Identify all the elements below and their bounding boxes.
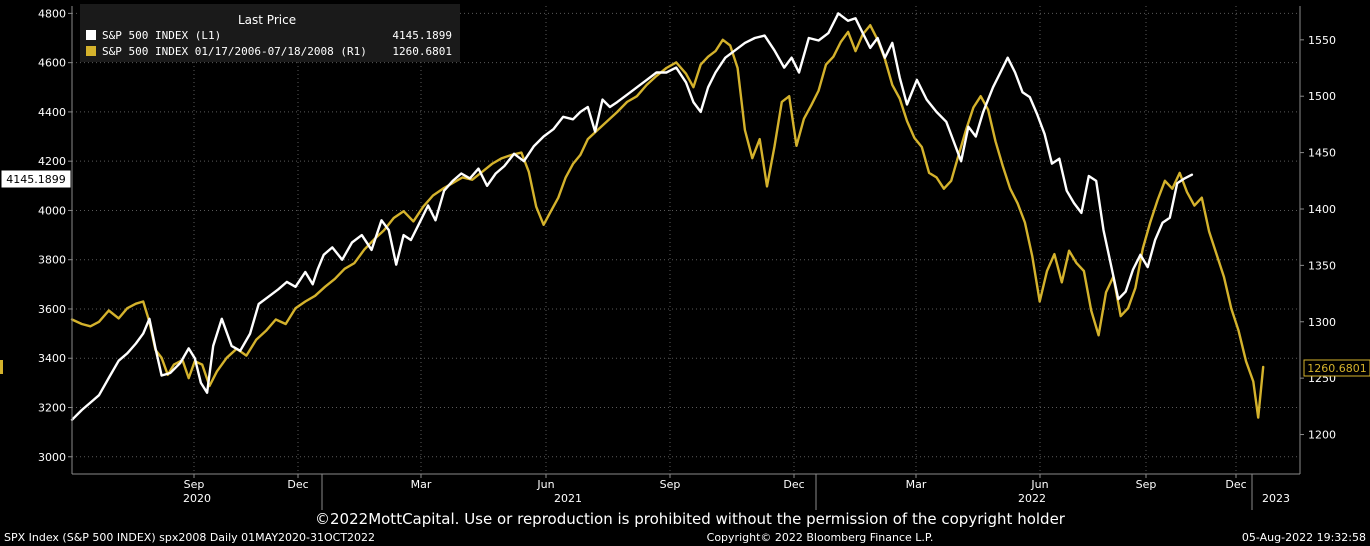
left-tick-label: 3000 xyxy=(38,451,66,464)
x-year-label: 2022 xyxy=(1018,492,1046,505)
right-tick-label: 1450 xyxy=(1308,147,1336,160)
left-tick-label: 4200 xyxy=(38,155,66,168)
x-month-label: Mar xyxy=(411,478,432,491)
legend-entry-r1-label: S&P 500 INDEX 01/17/2006-07/18/2008 (R1) xyxy=(102,45,367,58)
x-month-label: Sep xyxy=(184,478,205,491)
series-lines xyxy=(70,12,1265,421)
footer-right-info: 05-Aug-2022 19:32:58 xyxy=(1242,531,1366,544)
left-axis-ticks: 3000 3200 3400 3600 3800 4000 4200 4400 4600 4800 xyxy=(38,7,72,464)
series-line-l1 xyxy=(70,12,1194,421)
right-tick-label: 1200 xyxy=(1308,429,1336,442)
right-last-value-tag: 1260.6801 xyxy=(1303,359,1370,377)
footer-center-info: Copyright© 2022 Bloomberg Finance L.P. xyxy=(707,531,934,544)
x-month-label: Sep xyxy=(1136,478,1157,491)
right-tick-label: 1300 xyxy=(1308,316,1336,329)
left-tick-label: 4600 xyxy=(38,57,66,70)
x-year-label: 2020 xyxy=(183,492,211,505)
legend-entry-l1-value: 4145.1899 xyxy=(392,29,452,42)
left-tick-label: 4400 xyxy=(38,106,66,119)
left-tick-label: 3200 xyxy=(38,401,66,414)
x-month-label: Mar xyxy=(906,478,927,491)
legend-entry-l1-label: S&P 500 INDEX (L1) xyxy=(102,29,221,42)
x-month-label: Sep xyxy=(660,478,681,491)
left-last-value-box xyxy=(1,170,71,188)
x-month-label: Jun xyxy=(536,478,554,491)
x-month-label: Dec xyxy=(783,478,804,491)
left-tick-label: 4800 xyxy=(38,7,66,20)
left-edge-marker xyxy=(0,360,3,374)
right-tick-label: 1500 xyxy=(1308,90,1336,103)
left-last-value-tag: 4145.1899 xyxy=(1,170,71,188)
footer-left-info: SPX Index (S&P 500 INDEX) spx2008 Daily … xyxy=(4,531,375,544)
right-tick-label: 1550 xyxy=(1308,34,1336,47)
legend-title: Last Price xyxy=(238,13,296,27)
legend-swatch-l1 xyxy=(86,30,96,40)
legend-background xyxy=(80,4,460,62)
left-tick-label: 3800 xyxy=(38,254,66,267)
legend-swatch-r1 xyxy=(86,46,96,56)
left-tick-label: 3600 xyxy=(38,303,66,316)
x-axis-ticks: Sep Dec Mar Jun Sep Dec Mar Jun Sep Dec 2020 2021 20… xyxy=(183,474,1290,510)
x-month-label: Jun xyxy=(1030,478,1048,491)
left-tick-label: 3400 xyxy=(38,352,66,365)
legend-entry-r1-value: 1260.6801 xyxy=(392,45,452,58)
left-last-value-text: 4145.1899 xyxy=(6,173,66,186)
right-tick-label: 1350 xyxy=(1308,259,1336,272)
copyright-notice: ©2022MottCapital. Use or reproduction is… xyxy=(315,510,1066,528)
legend: Last Price S&P 500 INDEX (L1) 4145.1899 … xyxy=(80,4,460,62)
x-year-label: 2023 xyxy=(1262,492,1290,505)
x-month-label: Dec xyxy=(1225,478,1246,491)
x-month-label: Dec xyxy=(287,478,308,491)
right-tick-label: 1400 xyxy=(1308,203,1336,216)
series-line-r1 xyxy=(70,24,1265,419)
left-tick-label: 4000 xyxy=(38,204,66,217)
right-last-value-box xyxy=(1303,359,1370,377)
axes xyxy=(71,6,1301,475)
x-year-label: 2021 xyxy=(554,492,582,505)
right-last-value-text: 1260.6801 xyxy=(1307,362,1367,375)
